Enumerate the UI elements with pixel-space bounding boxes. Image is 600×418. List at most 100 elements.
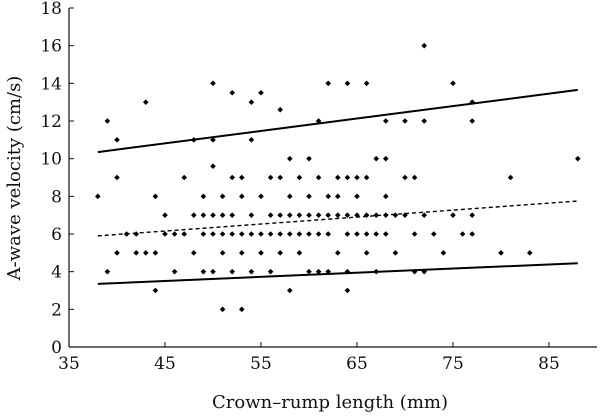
data-point xyxy=(267,174,274,181)
data-point xyxy=(287,155,293,162)
data-point xyxy=(239,174,245,181)
data-point xyxy=(152,250,159,256)
y-tick-label: 0 xyxy=(51,338,62,358)
data-point xyxy=(363,80,370,87)
data-point xyxy=(191,212,197,218)
x-tick-label: 35 xyxy=(58,354,80,374)
data-point xyxy=(133,250,139,256)
data-point xyxy=(219,306,226,313)
data-point xyxy=(325,80,331,87)
data-point xyxy=(354,193,360,200)
axes xyxy=(68,8,597,348)
data-point xyxy=(440,250,447,256)
data-point xyxy=(143,99,149,105)
data-point xyxy=(363,212,370,218)
fit-lines xyxy=(97,88,578,285)
data-point xyxy=(383,231,389,237)
data-point xyxy=(363,174,370,181)
data-point xyxy=(123,231,130,237)
data-point xyxy=(383,155,389,162)
data-point xyxy=(219,212,226,218)
x-tick-label: 65 xyxy=(346,354,368,374)
data-point xyxy=(277,174,283,181)
data-point xyxy=(296,212,303,218)
data-point xyxy=(383,118,389,124)
tick-labels: 0 2 4 6 8 10 12 14 16 18 35 45 55 65 75 85 xyxy=(40,0,559,374)
data-point xyxy=(421,42,427,49)
y-tick-label: 2 xyxy=(51,300,62,320)
x-tick-label: 55 xyxy=(250,354,272,374)
data-point xyxy=(354,174,360,181)
data-point xyxy=(171,231,178,237)
data-point xyxy=(363,250,370,256)
data-point xyxy=(335,193,341,200)
data-point xyxy=(239,250,245,256)
data-point xyxy=(373,212,379,218)
data-point xyxy=(219,231,226,237)
y-tick-label: 14 xyxy=(40,74,62,94)
data-point xyxy=(325,193,331,200)
data-point xyxy=(287,287,293,294)
y-tick-label: 18 xyxy=(40,0,62,19)
data-point xyxy=(383,193,389,200)
data-point xyxy=(344,174,351,181)
data-point xyxy=(315,268,322,275)
data-point xyxy=(402,118,408,124)
data-point xyxy=(219,250,226,256)
data-point xyxy=(575,155,581,162)
y-tick-label: 16 xyxy=(40,37,62,57)
data-point xyxy=(267,231,274,237)
data-point xyxy=(315,231,322,237)
data-point xyxy=(325,268,331,275)
data-point xyxy=(527,250,533,256)
data-point xyxy=(421,212,427,218)
data-point xyxy=(277,231,283,237)
data-point xyxy=(181,174,187,181)
data-point xyxy=(306,212,312,218)
y-tick-label: 10 xyxy=(40,150,62,170)
data-point xyxy=(258,89,264,96)
data-point xyxy=(287,193,293,200)
data-point xyxy=(287,212,293,218)
data-point xyxy=(344,231,351,237)
data-point xyxy=(421,268,427,275)
x-axis-title: Crown–rump length (mm) xyxy=(212,392,448,413)
data-point xyxy=(239,193,245,200)
data-point xyxy=(450,80,456,87)
data-point xyxy=(392,250,399,256)
bound-line xyxy=(97,88,578,154)
y-tick-label: 12 xyxy=(40,112,62,132)
data-point xyxy=(181,231,187,237)
data-point xyxy=(210,163,216,169)
data-point xyxy=(421,118,427,124)
data-point xyxy=(315,174,322,181)
data-point xyxy=(344,212,351,218)
data-point xyxy=(95,193,101,200)
data-point xyxy=(200,212,207,218)
data-point xyxy=(373,155,379,162)
data-point xyxy=(469,231,475,237)
data-point xyxy=(239,231,245,237)
data-point xyxy=(219,193,226,200)
data-point xyxy=(210,80,216,87)
data-point xyxy=(210,137,216,143)
data-point xyxy=(152,193,159,200)
data-point xyxy=(210,268,216,275)
data-point xyxy=(507,174,514,181)
data-point xyxy=(431,231,437,237)
data-point xyxy=(411,231,418,237)
data-point xyxy=(296,250,303,256)
data-point xyxy=(459,231,466,237)
data-point xyxy=(133,231,139,237)
x-tick-label: 75 xyxy=(442,354,464,374)
ticks xyxy=(68,7,550,348)
data-point xyxy=(315,118,322,124)
data-point xyxy=(306,155,312,162)
data-point xyxy=(152,287,159,294)
data-point xyxy=(114,174,120,181)
data-point xyxy=(114,137,120,143)
data-point xyxy=(171,268,178,275)
x-tick-label: 85 xyxy=(538,354,560,374)
data-point xyxy=(104,268,111,275)
